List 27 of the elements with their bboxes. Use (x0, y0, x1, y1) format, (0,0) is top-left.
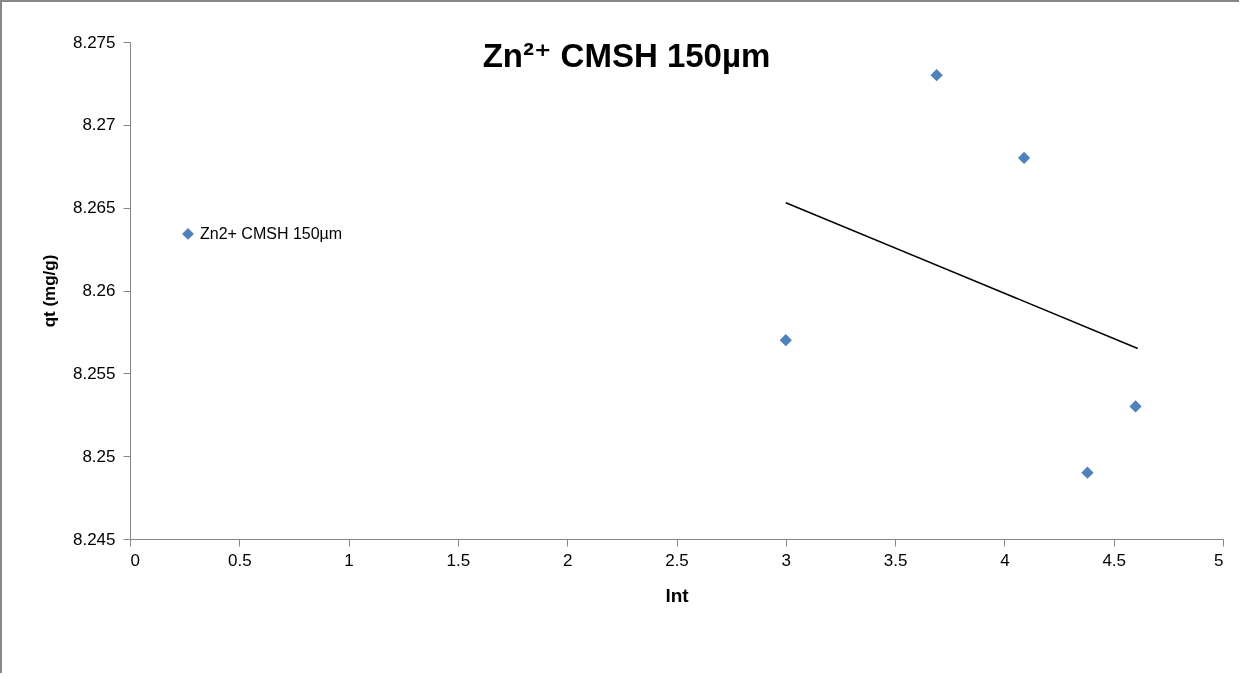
x-tick-label: 4 (1000, 550, 1010, 570)
point (779, 334, 792, 347)
x-tick-label: 0.5 (227, 550, 252, 570)
point (1017, 151, 1031, 165)
x-tick-label: 0 (130, 550, 140, 570)
legend-label: Zn2+ CMSH 150µm (200, 224, 343, 242)
x-tick-label: 3 (781, 550, 792, 570)
y-axis-title: qt (mg/g) (39, 254, 59, 328)
y-tick-label: 8.25 (82, 446, 116, 466)
point (930, 69, 943, 82)
point (1129, 400, 1142, 413)
x-tick-label: 2 (562, 550, 573, 570)
y-tick-label: 8.265 (72, 198, 116, 218)
y-tick-label: 8.245 (72, 529, 116, 549)
x-axis-title: lnt (665, 584, 690, 606)
y-tick-label: 8.27 (82, 115, 116, 135)
y-tick-label: 8.26 (82, 281, 116, 300)
y-tick-label: 8.255 (72, 363, 116, 383)
y-tick-label: 8.275 (72, 32, 116, 52)
x-tick-label: 5 (1214, 550, 1224, 570)
point (1081, 466, 1094, 479)
chart-title: Zn²⁺ CMSH 150µm (482, 37, 771, 74)
x-tick-label: 4.5 (1102, 550, 1127, 570)
x-tick-label: 1 (344, 550, 354, 570)
x-tick-label: 2.5 (665, 550, 689, 570)
x-tick-label: 1.5 (446, 550, 471, 570)
x-tick-label: 3.5 (883, 550, 908, 570)
